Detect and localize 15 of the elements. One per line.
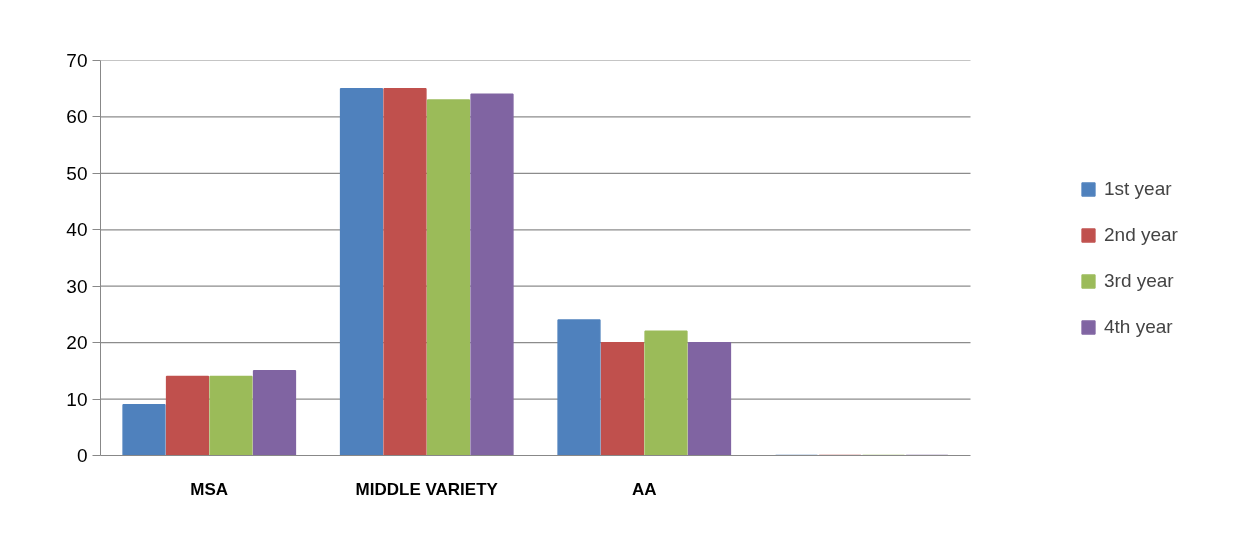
legend-label: 3rd year <box>1104 269 1174 292</box>
y-tick-label: 20 <box>66 332 88 354</box>
x-tick-label: MSA <box>190 479 229 499</box>
y-tick-label: 10 <box>66 388 88 410</box>
x-tick-label: MIDDLE VARIETY <box>355 479 499 499</box>
legend-label: 2nd year <box>1104 223 1178 246</box>
y-tick-label: 60 <box>66 106 88 128</box>
y-tick-label: 30 <box>66 275 88 297</box>
x-tick-label: AA <box>631 479 657 499</box>
y-tick-label: 70 <box>66 50 88 71</box>
legend-label: 4th year <box>1104 315 1173 338</box>
y-tick-label: 50 <box>66 162 88 184</box>
legend-label: 1st year <box>1104 177 1172 200</box>
y-tick-label: 0 <box>76 445 88 466</box>
y-tick-label: 40 <box>66 219 88 241</box>
